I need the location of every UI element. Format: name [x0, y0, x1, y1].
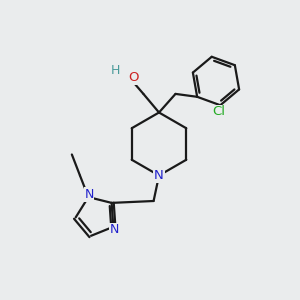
- Text: N: N: [84, 188, 94, 201]
- Text: Cl: Cl: [212, 105, 225, 118]
- Text: N: N: [154, 169, 164, 182]
- Text: O: O: [128, 71, 139, 84]
- Text: H: H: [111, 64, 120, 77]
- Text: N: N: [110, 223, 119, 236]
